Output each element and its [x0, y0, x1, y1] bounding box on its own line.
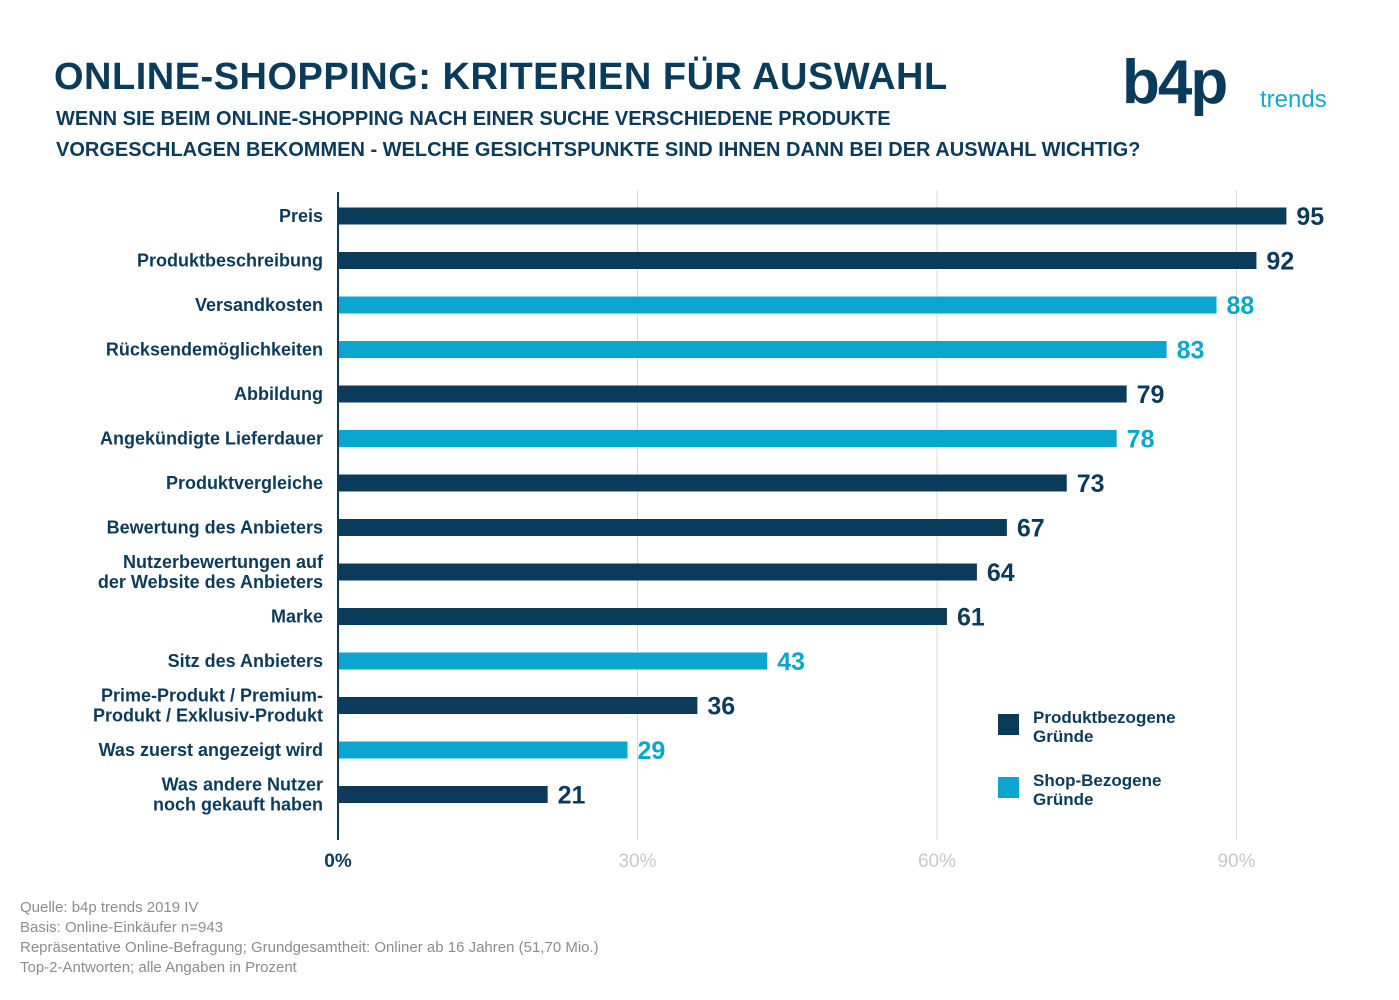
value-label-12: 29 [638, 737, 666, 765]
category-label-line: Produktbeschreibung [137, 251, 323, 271]
value-label-8: 64 [987, 559, 1015, 587]
bar-3 [338, 341, 1167, 358]
value-label-2: 88 [1227, 292, 1255, 320]
category-label-line: Was andere Nutzer [162, 775, 323, 795]
category-label-2: Versandkosten [195, 295, 323, 315]
logo-suffix: trends [1260, 86, 1327, 113]
category-label-10: Sitz des Anbieters [168, 651, 323, 671]
category-label-11: Prime-Produkt / Premium-Produkt / Exklus… [93, 686, 323, 726]
footnote-base: Basis: Online-Einkäufer n=943 [20, 919, 224, 936]
value-label-7: 67 [1017, 515, 1045, 543]
subtitle-line-2: VORGESCHLAGEN BEKOMMEN - WELCHE GESICHTS… [56, 139, 1141, 161]
category-label-line: Bewertung des Anbieters [107, 518, 323, 538]
bar-5 [338, 430, 1117, 447]
subtitle-line-1: WENN SIE BEIM ONLINE-SHOPPING NACH EINER… [56, 108, 891, 130]
value-label-10: 43 [777, 648, 805, 676]
category-label-line: Nutzerbewertungen auf [123, 552, 324, 572]
category-label-1: Produktbeschreibung [137, 251, 323, 271]
value-label-13: 21 [558, 782, 586, 810]
x-tick-label-90: 90% [1217, 851, 1255, 872]
category-label-line: noch gekauft haben [153, 795, 323, 815]
bar-9 [338, 608, 947, 625]
footnote-method: Repräsentative Online-Befragung; Grundge… [20, 939, 599, 956]
legend-label-product: Produktbezogene Gründe [1033, 708, 1176, 746]
footnote-answers: Top-2-Antworten; alle Angaben in Prozent [20, 959, 297, 976]
footnote-source: Quelle: b4p trends 2019 IV [20, 899, 199, 916]
bar-12 [338, 741, 628, 759]
x-tick-label-0: 0% [324, 851, 352, 872]
category-label-12: Was zuerst angezeigt wird [99, 740, 323, 760]
legend-label-line: Produktbezogene [1033, 708, 1176, 727]
footnotes: Quelle: b4p trends 2019 IV Basis: Online… [20, 898, 599, 978]
logo-brand: b4p [1122, 48, 1228, 117]
legend-label-line: Gründe [1033, 790, 1093, 809]
category-label-7: Bewertung des Anbieters [107, 518, 323, 538]
bar-7 [338, 519, 1007, 536]
category-label-line: der Website des Anbieters [98, 572, 323, 592]
bar-0 [338, 207, 1287, 225]
category-label-line: Produktvergleiche [166, 473, 323, 493]
bar-2 [338, 296, 1217, 314]
value-label-4: 79 [1137, 381, 1165, 409]
legend-label-line: Shop-Bezogene [1033, 771, 1161, 790]
bar-13 [338, 786, 548, 803]
category-label-13: Was andere Nutzer noch gekauft haben [153, 775, 323, 815]
chart-title: ONLINE-SHOPPING: KRITERIEN FÜR AUSWAHL [54, 56, 948, 98]
category-label-6: Produktvergleiche [166, 473, 323, 493]
legend-swatch-shop [998, 777, 1019, 798]
category-label-line: Abbildung [234, 384, 323, 404]
bar-6 [338, 474, 1067, 492]
bar-11 [338, 697, 698, 714]
category-label-line: Was zuerst angezeigt wird [99, 740, 323, 760]
legend-label-line: Gründe [1033, 727, 1093, 746]
chart-subtitle: WENN SIE BEIM ONLINE-SHOPPING NACH EINER… [56, 104, 1140, 166]
value-label-3: 83 [1177, 337, 1205, 365]
value-label-9: 61 [957, 604, 985, 632]
category-label-line: Marke [271, 607, 323, 627]
category-label-9: Marke [271, 607, 323, 627]
bar-chart: 95 Preis 92 Produktbeschreibung 88 Versandkos… [93, 190, 1324, 872]
category-label-line: Rücksendemöglichkeiten [106, 340, 323, 360]
category-label-line: Sitz des Anbieters [168, 651, 323, 671]
x-tick-label-60: 60% [918, 851, 956, 872]
category-label-4: Abbildung [234, 384, 323, 404]
b4p-trends-logo: b4p trends [1122, 48, 1342, 122]
value-label-1: 92 [1266, 248, 1294, 276]
value-label-5: 78 [1127, 426, 1155, 454]
category-label-line: Produkt / Exklusiv-Produkt [93, 706, 323, 726]
category-label-line: Prime-Produkt / Premium- [101, 686, 323, 706]
bar-8 [338, 563, 977, 581]
legend-swatch-product [998, 714, 1019, 735]
bar-1 [338, 252, 1257, 269]
category-label-8: Nutzerbewertungen auf der Website des Anb… [98, 552, 324, 592]
category-label-line: Angekündigte Lieferdauer [100, 429, 323, 449]
x-tick-label-30: 30% [618, 851, 656, 872]
value-label-0: 95 [1296, 203, 1324, 231]
category-label-line: Preis [279, 206, 323, 226]
bar-10 [338, 652, 768, 670]
legend-label-shop: Shop-Bezogene Gründe [1033, 771, 1161, 809]
category-label-3: Rücksendemöglichkeiten [106, 340, 323, 360]
category-label-5: Angekündigte Lieferdauer [100, 429, 323, 449]
value-label-6: 73 [1077, 470, 1105, 498]
value-label-11: 36 [707, 693, 735, 721]
bar-4 [338, 385, 1127, 403]
category-label-0: Preis [279, 206, 323, 226]
category-label-line: Versandkosten [195, 295, 323, 315]
